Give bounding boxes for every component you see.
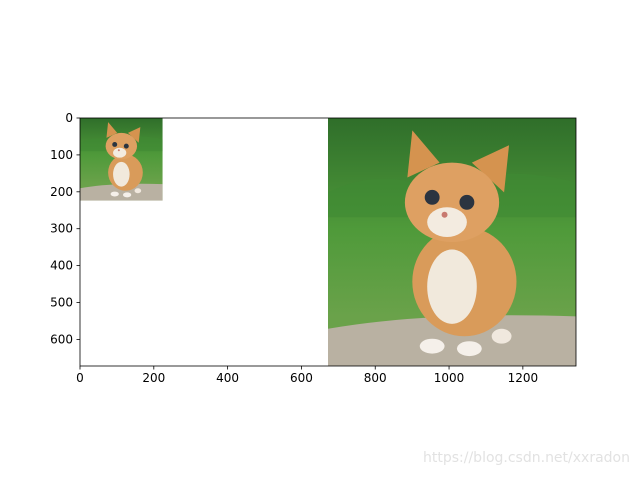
y-tick-label: 500 — [50, 296, 73, 310]
x-tick-label: 600 — [290, 371, 313, 385]
axes-frame — [79, 117, 577, 367]
x-tick-label: 0 — [76, 371, 84, 385]
image — [328, 118, 576, 366]
y-tick-label: 200 — [50, 185, 73, 199]
x-tick-label: 200 — [142, 371, 165, 385]
image-content — [328, 118, 576, 366]
y-tick-label: 100 — [50, 148, 73, 162]
watermark: https://blog.csdn.net/xxradon — [423, 450, 630, 466]
x-tick-label: 400 — [216, 371, 239, 385]
x-tick-label: 1000 — [434, 371, 465, 385]
y-tick-label: 300 — [50, 222, 73, 236]
image — [80, 118, 163, 201]
y-tick-label: 0 — [65, 111, 73, 125]
x-tick-label: 1200 — [508, 371, 539, 385]
image-content — [80, 118, 163, 201]
x-tick-label: 800 — [364, 371, 387, 385]
y-tick-label: 600 — [50, 332, 73, 346]
y-tick-label: 400 — [50, 259, 73, 273]
